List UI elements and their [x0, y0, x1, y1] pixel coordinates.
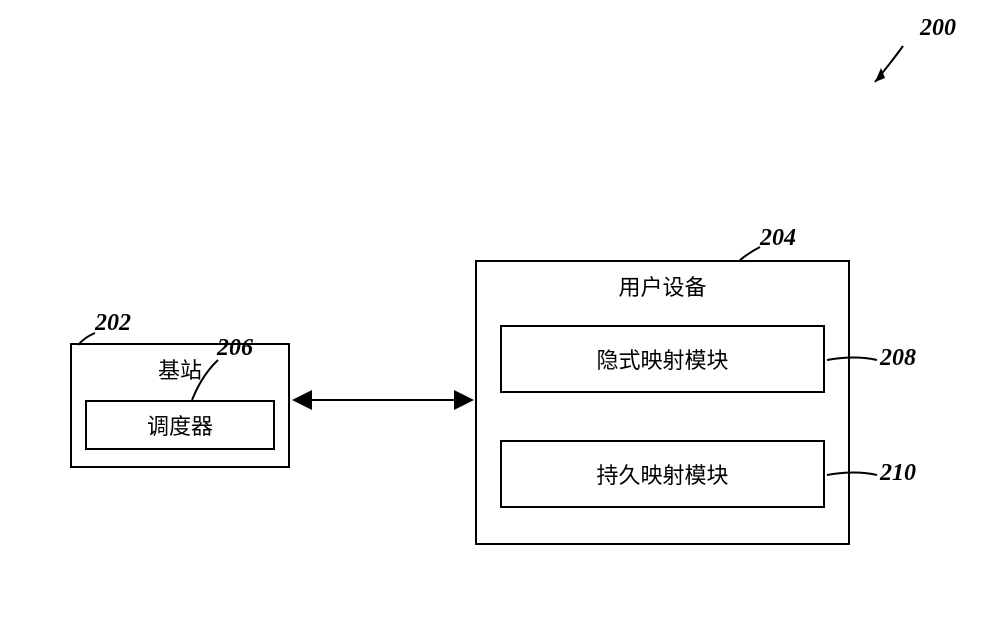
- ref-200: 200: [920, 15, 956, 42]
- user-equipment-title: 用户设备: [477, 270, 848, 302]
- ref-208: 208: [880, 345, 916, 372]
- implicit-mapping-label: 隐式映射模块: [596, 343, 728, 375]
- callout-206: [180, 355, 230, 405]
- callout-208: [825, 350, 880, 375]
- callout-202: [70, 325, 120, 350]
- scheduler-label: 调度器: [147, 409, 213, 441]
- callout-204: [725, 240, 775, 265]
- diagram-canvas: 基站 调度器 用户设备 隐式映射模块 持久映射模块 200 202 206 20…: [0, 0, 1000, 630]
- scheduler-block: 调度器: [85, 400, 275, 450]
- persistent-mapping-block: 持久映射模块: [500, 440, 825, 508]
- figure-pointer-arrow: [855, 40, 915, 100]
- ref-210: 210: [880, 460, 916, 487]
- callout-210: [825, 465, 880, 490]
- implicit-mapping-block: 隐式映射模块: [500, 325, 825, 393]
- persistent-mapping-label: 持久映射模块: [596, 458, 728, 490]
- bidirectional-arrow: [290, 385, 480, 415]
